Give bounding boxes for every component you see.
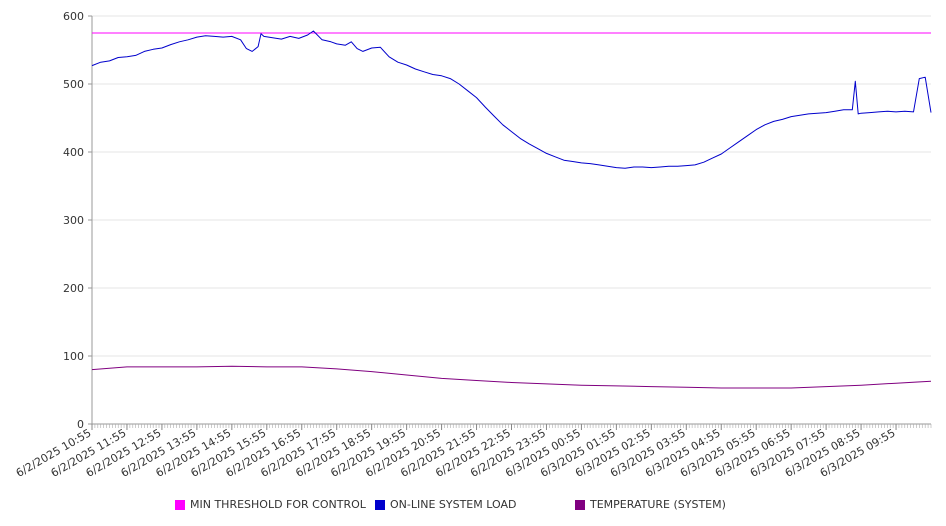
series-lines (91, 30, 932, 389)
y-tick-label: 200 (63, 282, 84, 295)
legend-item-min-threshold[interactable]: MIN THRESHOLD FOR CONTROL (175, 498, 366, 511)
legend-label-system-load: ON-LINE SYSTEM LOAD (390, 498, 517, 511)
y-tick-label: 0 (77, 418, 84, 431)
legend-swatch-temperature (575, 499, 585, 510)
legend-label-temperature: TEMPERATURE (SYSTEM) (590, 498, 726, 511)
axes (88, 15, 932, 430)
legend-swatch-min-threshold (175, 499, 185, 510)
y-tick-label: 300 (63, 214, 84, 227)
series-line-system-load (91, 30, 932, 169)
y-tick-label: 400 (63, 146, 84, 159)
legend-item-system-load[interactable]: ON-LINE SYSTEM LOAD (375, 498, 516, 511)
legend-swatch-system-load (375, 499, 385, 510)
series-line-temperature (91, 365, 932, 389)
legend-label-min-threshold: MIN THRESHOLD FOR CONTROL (190, 498, 366, 511)
legend-item-temperature[interactable]: TEMPERATURE (SYSTEM) (575, 498, 726, 511)
legend: MIN THRESHOLD FOR CONTROL ON-LINE SYSTEM… (175, 498, 935, 514)
y-tick-label: 500 (63, 78, 84, 91)
y-tick-label: 600 (63, 10, 84, 23)
gridlines (92, 15, 931, 357)
y-tick-label: 100 (63, 350, 84, 363)
